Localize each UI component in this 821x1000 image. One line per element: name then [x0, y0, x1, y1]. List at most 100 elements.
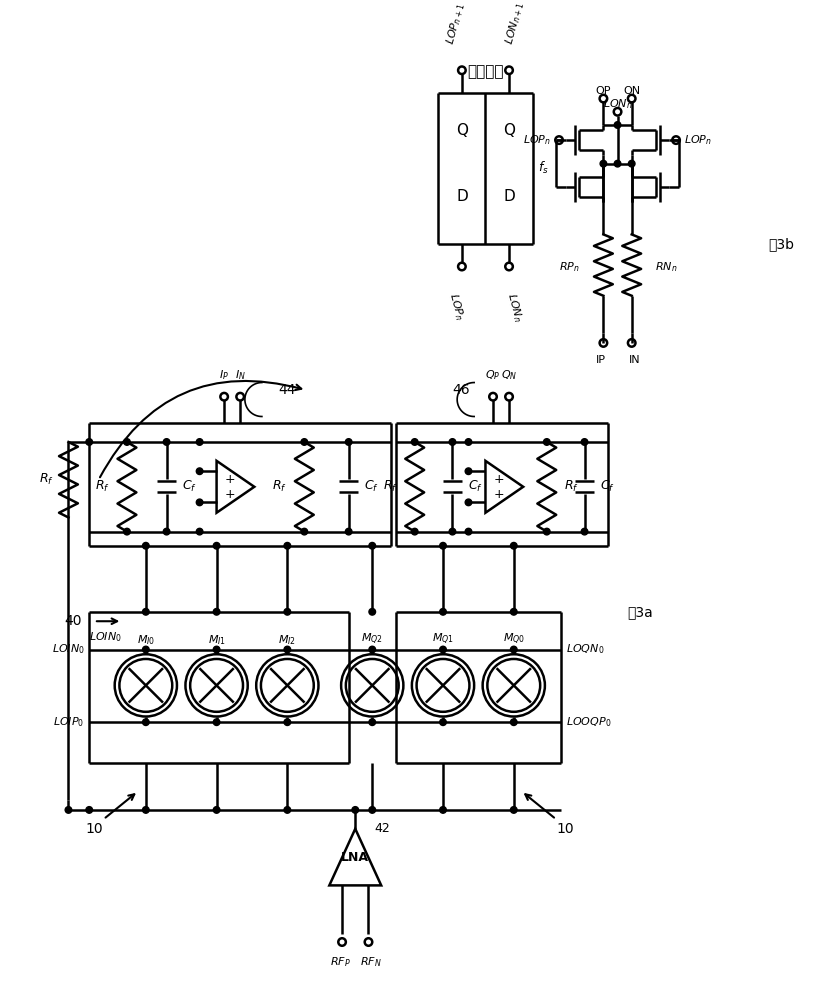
Text: $R_f$: $R_f$ — [383, 479, 397, 494]
Text: $R_f$: $R_f$ — [273, 479, 287, 494]
Text: IN: IN — [629, 355, 640, 365]
Circle shape — [369, 542, 375, 549]
Circle shape — [449, 439, 456, 445]
Circle shape — [466, 528, 472, 535]
Circle shape — [213, 542, 220, 549]
Circle shape — [124, 439, 131, 445]
Circle shape — [284, 542, 291, 549]
Text: IP: IP — [595, 355, 606, 365]
Text: $I_N$: $I_N$ — [235, 368, 245, 382]
Text: $RN_n$: $RN_n$ — [655, 261, 677, 274]
Text: $M_{I0}$: $M_{I0}$ — [136, 633, 155, 647]
Text: +: + — [224, 473, 235, 486]
Text: $LOIN_0$: $LOIN_0$ — [89, 630, 122, 644]
Text: $M_{Q1}$: $M_{Q1}$ — [432, 632, 454, 647]
Text: 46: 46 — [452, 383, 470, 397]
Circle shape — [581, 439, 588, 445]
Circle shape — [544, 439, 550, 445]
Circle shape — [143, 542, 149, 549]
Circle shape — [511, 646, 517, 653]
Circle shape — [600, 160, 607, 167]
Text: 42: 42 — [374, 822, 390, 835]
Text: $R_f$: $R_f$ — [564, 479, 579, 494]
Circle shape — [466, 439, 472, 445]
Circle shape — [124, 528, 131, 535]
Text: Q: Q — [456, 123, 468, 138]
Circle shape — [440, 719, 447, 725]
Circle shape — [369, 608, 375, 615]
Circle shape — [614, 160, 621, 167]
Circle shape — [86, 807, 93, 813]
Circle shape — [369, 719, 375, 725]
Circle shape — [143, 646, 149, 653]
Circle shape — [440, 807, 447, 813]
Circle shape — [628, 160, 635, 167]
Circle shape — [466, 468, 472, 475]
Text: $M_{I2}$: $M_{I2}$ — [278, 633, 296, 647]
Text: $Q_P$: $Q_P$ — [485, 368, 501, 382]
Circle shape — [411, 528, 418, 535]
Text: $LOIN_0$: $LOIN_0$ — [52, 643, 85, 656]
Text: $LOQN_0$: $LOQN_0$ — [566, 643, 604, 656]
Circle shape — [511, 542, 517, 549]
Text: $LOP_n$: $LOP_n$ — [446, 291, 466, 322]
Circle shape — [163, 528, 170, 535]
Text: ON: ON — [623, 86, 640, 96]
Circle shape — [352, 807, 359, 813]
Text: $C_f$: $C_f$ — [599, 479, 615, 494]
Circle shape — [196, 499, 203, 506]
Circle shape — [301, 528, 308, 535]
Text: $RP_n$: $RP_n$ — [559, 261, 580, 274]
Circle shape — [196, 439, 203, 445]
Circle shape — [411, 439, 418, 445]
Circle shape — [449, 528, 456, 535]
Text: D: D — [456, 189, 468, 204]
Circle shape — [143, 719, 149, 725]
Circle shape — [511, 719, 517, 725]
Text: $LOP_n$: $LOP_n$ — [524, 133, 552, 147]
Text: 10: 10 — [85, 822, 103, 836]
Text: $C_f$: $C_f$ — [467, 479, 483, 494]
Circle shape — [440, 608, 447, 615]
Circle shape — [196, 528, 203, 535]
Text: $R_f$: $R_f$ — [39, 472, 54, 487]
Text: $LON_n$: $LON_n$ — [603, 98, 632, 111]
Text: +: + — [493, 473, 504, 486]
Text: 40: 40 — [64, 614, 81, 628]
Circle shape — [196, 468, 203, 475]
Text: $LOIP_0$: $LOIP_0$ — [53, 715, 85, 729]
Text: 图3b: 图3b — [768, 237, 795, 251]
Text: $M_{Q0}$: $M_{Q0}$ — [502, 632, 525, 647]
Circle shape — [213, 608, 220, 615]
Circle shape — [440, 542, 447, 549]
Circle shape — [511, 807, 517, 813]
Circle shape — [369, 646, 375, 653]
Text: $LON_n$: $LON_n$ — [504, 291, 525, 323]
Circle shape — [511, 608, 517, 615]
Text: D: D — [503, 189, 515, 204]
Circle shape — [86, 439, 93, 445]
Text: +: + — [224, 488, 235, 501]
Circle shape — [440, 646, 447, 653]
Text: 10: 10 — [557, 822, 575, 836]
Circle shape — [466, 499, 472, 506]
Text: $I_P$: $I_P$ — [219, 368, 229, 382]
Text: $f_s$: $f_s$ — [539, 160, 549, 176]
Text: LNA: LNA — [342, 851, 369, 864]
Text: $LOP_n$: $LOP_n$ — [684, 133, 712, 147]
Text: $LOOQP_0$: $LOOQP_0$ — [566, 715, 611, 729]
Text: $R_f$: $R_f$ — [95, 479, 110, 494]
Circle shape — [581, 528, 588, 535]
Circle shape — [284, 719, 291, 725]
Text: $C_f$: $C_f$ — [364, 479, 378, 494]
Text: $C_f$: $C_f$ — [181, 479, 196, 494]
Circle shape — [284, 608, 291, 615]
Circle shape — [213, 719, 220, 725]
Text: OP: OP — [596, 86, 611, 96]
Circle shape — [143, 608, 149, 615]
Circle shape — [301, 439, 308, 445]
Text: $Q_N$: $Q_N$ — [501, 368, 517, 382]
Circle shape — [284, 646, 291, 653]
Text: $RF_P$: $RF_P$ — [330, 955, 351, 969]
Text: +: + — [493, 488, 504, 501]
